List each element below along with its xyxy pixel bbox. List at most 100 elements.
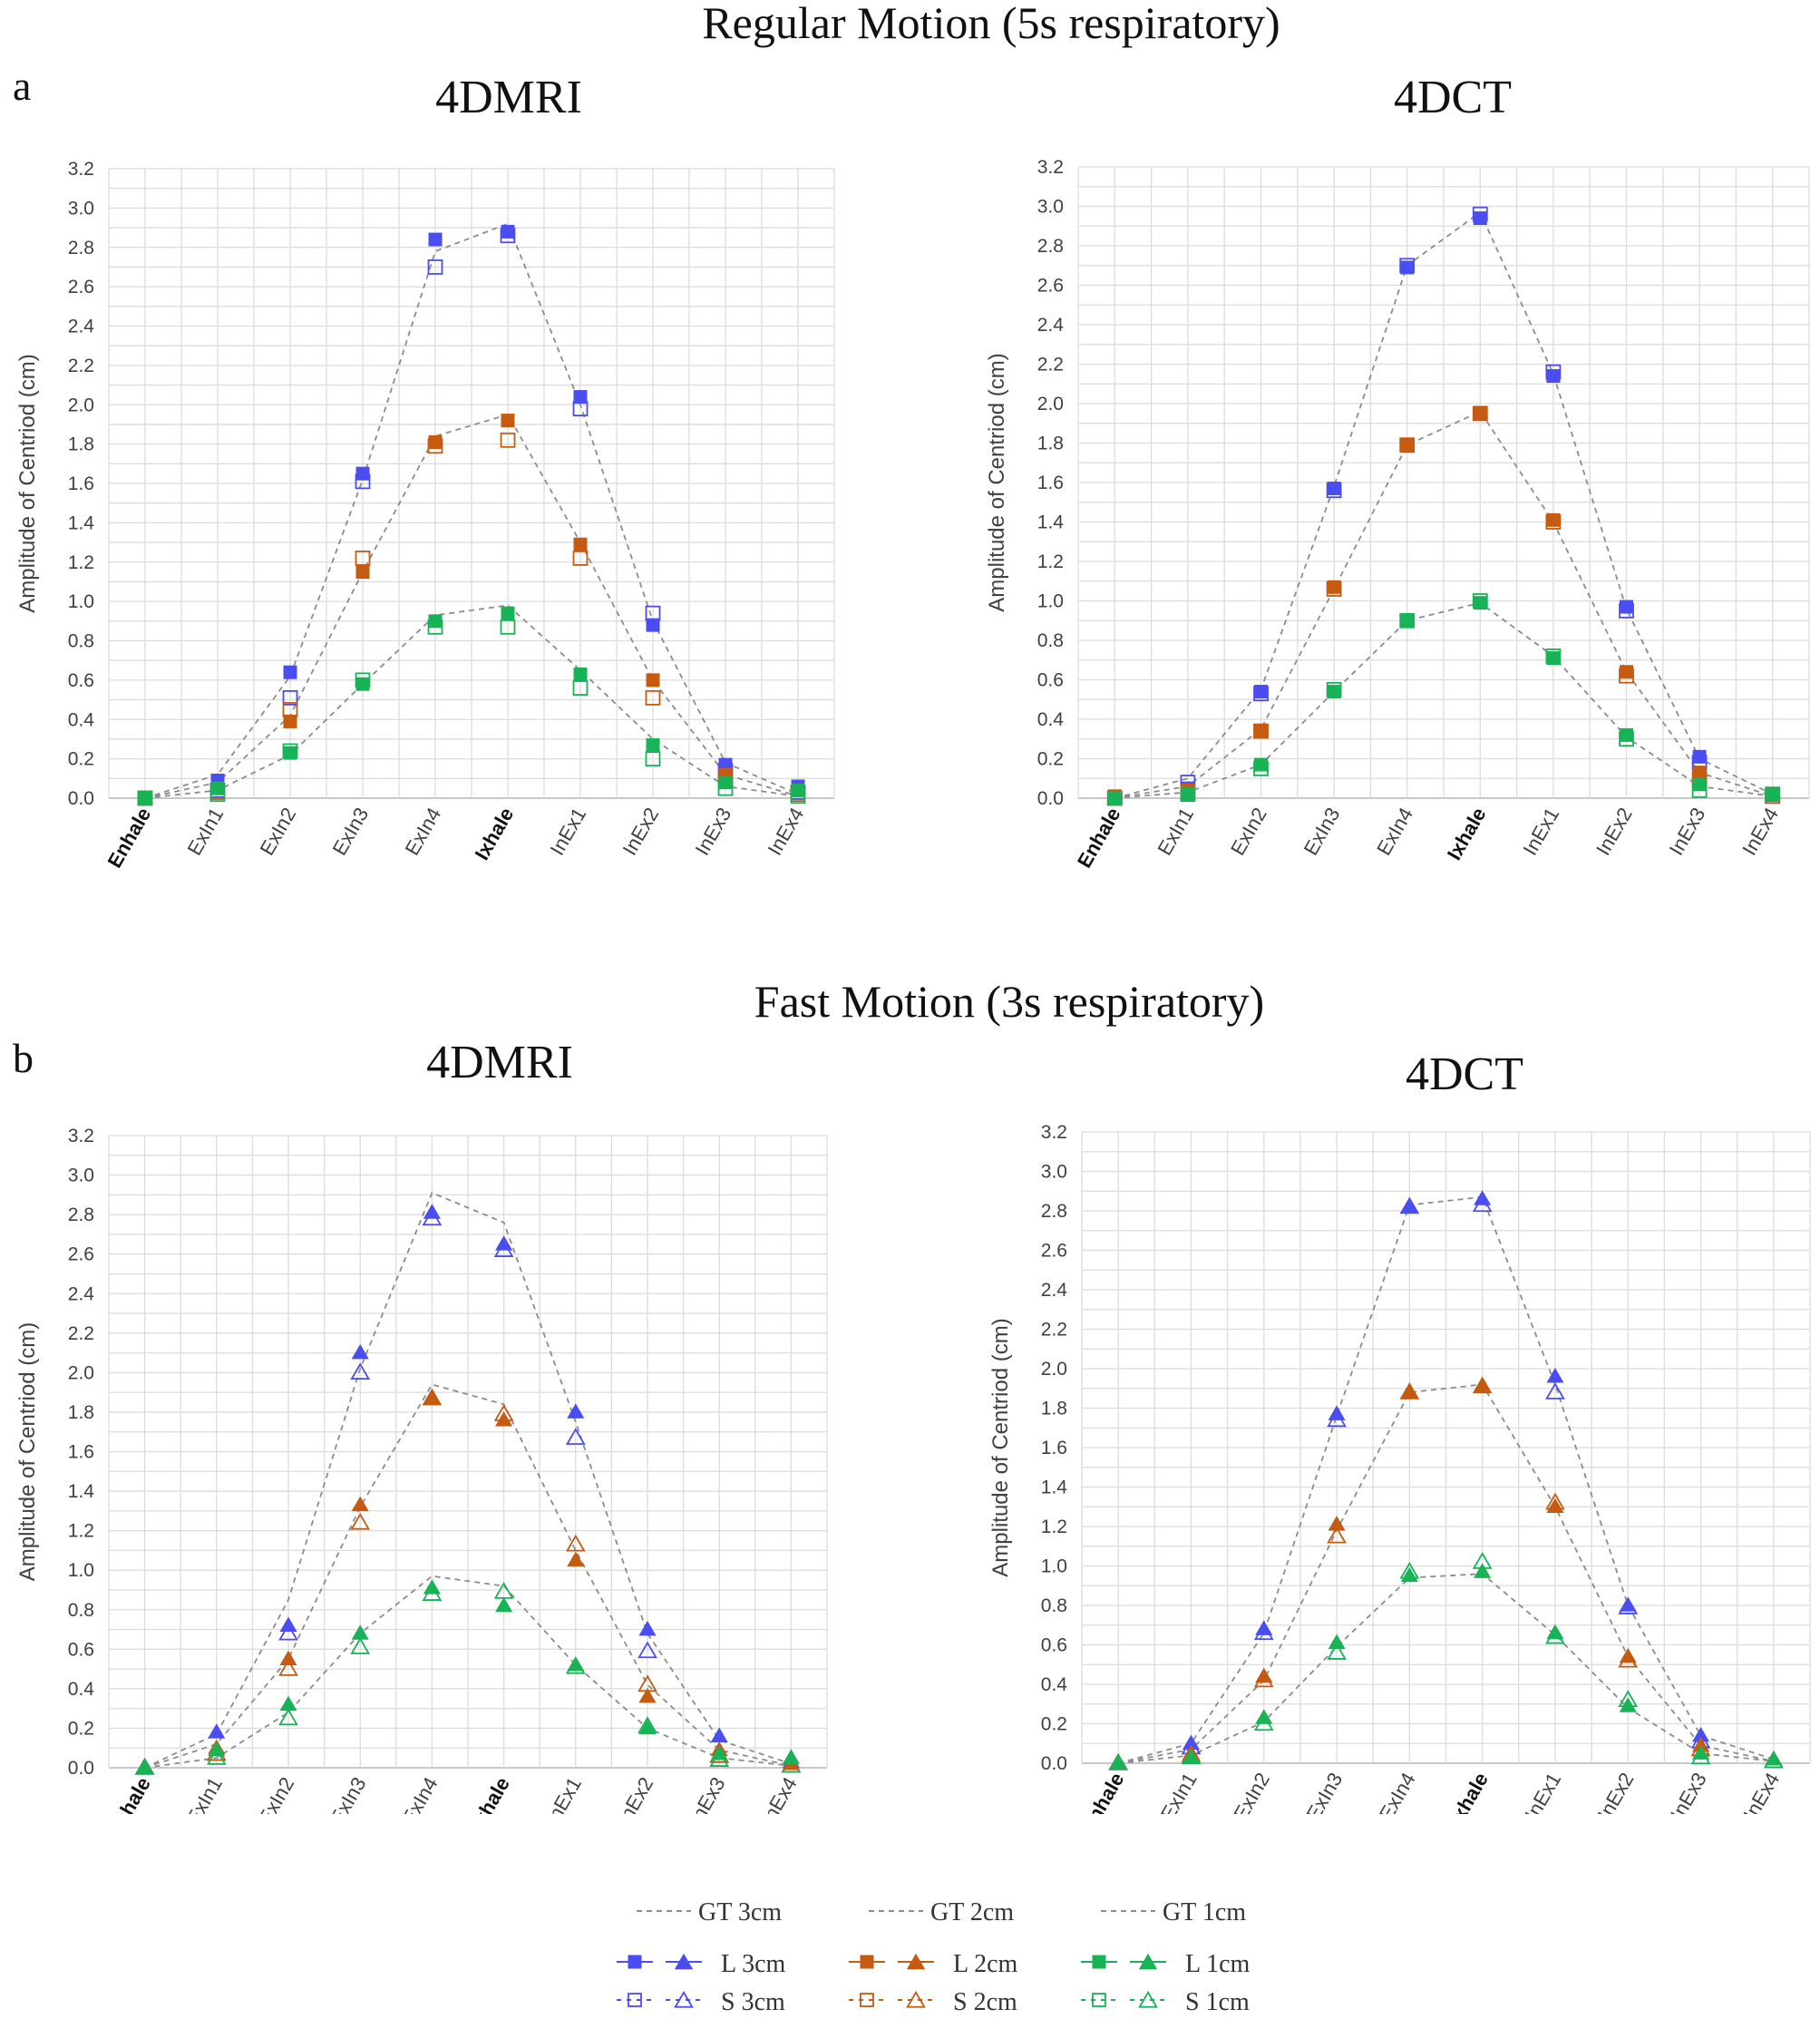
fast_ct-ytick-label: 1.6: [1041, 1438, 1067, 1458]
fast_mri-point-l-3cm-exin2: [279, 1616, 297, 1632]
reg_ct-ytick-label: 0.6: [1037, 670, 1064, 691]
fast_mri-xtick-label-exin2: ExIn2: [254, 1773, 299, 1814]
reg_mri-grid: [108, 168, 835, 799]
reg_mri-xtick-label-enhale: Enhale: [103, 804, 156, 872]
reg_mri-ytick-label: 3.0: [68, 198, 94, 219]
fast_ct-point-s-1cm-exin3: [1327, 1643, 1347, 1660]
fast_mri-ytick-label: 2.0: [68, 1362, 94, 1383]
reg_ct-point-l-1cm-inex2: [1620, 727, 1633, 742]
reg_ct-point-l-3cm-exin2: [1254, 685, 1268, 699]
fast_mri-point-l-1cm-inex1: [567, 1656, 585, 1672]
fast_mri-xtick-label-exin4: ExIn4: [397, 1773, 443, 1814]
reg_ct-ytick-label: 2.4: [1037, 315, 1065, 336]
reg_mri-ytick-label: 2.2: [68, 356, 94, 376]
reg_ct-xtick-label-exin3: ExIn3: [1299, 804, 1345, 859]
chart-title-reg-mri: 4DMRI: [435, 72, 582, 123]
fast_ct-point-l-1cm-enhale: [1109, 1754, 1127, 1770]
reg_ct-ytick-label: 2.8: [1037, 236, 1064, 257]
legend-l-1cm-triangle: [1138, 1953, 1158, 1970]
reg_ct-point-l-2cm-inex1: [1546, 512, 1561, 527]
fast_mri-point-s-3cm-inex2: [637, 1641, 657, 1659]
legend-s-2cm-square: [860, 1993, 874, 2007]
reg_ct-ytick-label: 0.0: [1037, 788, 1064, 809]
reg_ct-ytick-label: 2.6: [1037, 276, 1064, 297]
reg_mri-ylabel: Amplitude of Centriod (cm): [15, 354, 40, 612]
reg_ct-point-l-1cm-exin4: [1400, 613, 1415, 628]
fast_mri-xtick-label-inex1: InEx1: [540, 1773, 586, 1814]
reg_mri-xtick-label-inex4: InEx4: [764, 804, 809, 859]
fast_mri-point-l-1cm-exin4: [423, 1579, 441, 1595]
reg_mri-xtick-label-exin4: ExIn4: [401, 804, 446, 859]
reg_ct-line-gt-1cm: [1114, 601, 1773, 799]
reg_mri-xtick-label-inex2: InEx2: [618, 804, 664, 859]
fast_mri-point-l-3cm-inex2: [638, 1620, 657, 1636]
reg_ct-point-l-2cm-inex3: [1692, 766, 1707, 780]
reg_mri-point-l-1cm-exin2: [283, 746, 297, 760]
reg_ct-point-l-3cm-exin3: [1327, 482, 1341, 496]
reg_mri-xtick-label-exin2: ExIn2: [256, 804, 301, 859]
reg_ct-line-gt-3cm: [1114, 210, 1774, 799]
fast_ct-point-l-1cm-exin3: [1328, 1634, 1346, 1650]
fast_ct-point-l-1cm-exin2: [1255, 1709, 1273, 1724]
reg_ct-xtick-label-inex3: InEx3: [1665, 804, 1710, 859]
fast_mri-point-l-1cm-exin1: [208, 1741, 226, 1757]
legend-s-1cm-label: S 1cm: [1185, 1988, 1250, 2016]
fast_ct-xtick-label-exin2: ExIn2: [1229, 1769, 1274, 1814]
fast_mri-ytick-label: 0.8: [68, 1600, 94, 1621]
reg_mri-line-gt-3cm: [144, 222, 799, 799]
chart-fast-mri: 0.0 0.2 0.4 0.6 0.8 1.0 1.2 1.4 1.6 1.8 2.0 2.2 2.4 2…: [15, 1126, 828, 1814]
fast_mri-ylabel: Amplitude of Centriod (cm): [15, 1322, 40, 1581]
reg_mri-ytick-label: 0.6: [68, 670, 94, 691]
reg_ct-ytick-label: 2.0: [1037, 394, 1064, 415]
fast_mri-xtick-label-enhale: Enhale: [102, 1773, 155, 1814]
reg_ct-xtick-label-inex4: InEx4: [1737, 804, 1783, 859]
fast_mri-ytick-label: 2.6: [68, 1244, 94, 1265]
fast_mri-point-s-2cm-exin3: [350, 1512, 371, 1530]
fast_mri-ytick-label: 2.8: [68, 1205, 94, 1225]
legend-l-2cm-square: [860, 1955, 874, 1969]
reg_ct-point-l-2cm-exin4: [1400, 438, 1415, 453]
reg_mri-point-s-2cm-inex1: [572, 551, 589, 566]
reg_mri-point-l-1cm-exin1: [210, 781, 225, 795]
reg_mri-line-gt-1cm: [144, 604, 799, 799]
fast_ct-ytick-label: 0.4: [1041, 1674, 1068, 1695]
fast_ct-ytick-label: 0.0: [1041, 1753, 1067, 1774]
reg_ct-point-l-3cm-inex3: [1692, 749, 1707, 764]
reg_ct-point-l-2cm-ixhale: [1473, 406, 1487, 421]
reg_mri-ytick-label: 1.2: [68, 552, 94, 573]
fast_ct-ytick-label: 1.0: [1041, 1556, 1067, 1577]
reg_mri-point-l-3cm-inex1: [573, 390, 588, 405]
fast_mri-point-l-1cm-exin2: [279, 1695, 297, 1712]
fast_ct-point-l-1cm-exin4: [1400, 1566, 1418, 1583]
fast_ct-xtick-label-inex2: InEx2: [1593, 1769, 1639, 1814]
fast_mri-point-s-1cm-exin2: [278, 1708, 298, 1726]
legend-l-1cm-label: L 1cm: [1185, 1950, 1250, 1978]
fast_ct-series-l-1cm: [1109, 1563, 1783, 1770]
legend: GT 3cm GT 2cm GT 1cm L 3cm L 2cm L 1cm S…: [617, 1898, 1250, 2016]
fast_ct-point-l-3cm-inex1: [1546, 1368, 1564, 1383]
reg_mri-xtick-label-inex1: InEx1: [546, 804, 591, 859]
fast_mri-point-s-3cm-inex1: [565, 1428, 586, 1445]
legend-s-3cm-label: S 3cm: [721, 1988, 785, 2016]
fast_ct-point-l-1cm-inex1: [1546, 1624, 1564, 1640]
fast_ct-grid: [1081, 1131, 1811, 1764]
fast_mri-xtick-label-inex2: InEx2: [613, 1773, 658, 1814]
reg_ct-ytick-label: 1.8: [1037, 434, 1064, 454]
reg_ct-point-l-1cm-inex4: [1766, 787, 1780, 802]
fast_ct-xtick-label-ixhale: Ixhale: [1445, 1769, 1493, 1814]
chart-fast-ct: 0.0 0.2 0.4 0.6 0.8 1.0 1.2 1.4 1.6 1.8 2.0 2.2 2.4 2…: [988, 1122, 1811, 1814]
reg_mri-point-s-2cm-inex2: [645, 689, 661, 706]
reg_ct-ytick-label: 0.8: [1037, 630, 1064, 651]
fast_ct-ytick-label: 3.2: [1041, 1122, 1067, 1143]
fast_ct-ytick-label: 2.4: [1041, 1280, 1068, 1301]
reg_mri-point-s-2cm-exin3: [355, 551, 371, 566]
reg_ct-point-l-1cm-inex1: [1546, 651, 1561, 666]
reg_mri-ytick-label: 1.0: [68, 591, 94, 612]
fast_ct-line-gt-2cm: [1117, 1383, 1775, 1764]
panel-letter-b: b: [13, 1035, 34, 1081]
fast_mri-point-l-1cm-exin3: [351, 1624, 369, 1640]
fast_mri-point-s-1cm-exin3: [350, 1637, 371, 1654]
reg_mri-point-s-1cm-inex2: [645, 751, 661, 767]
reg_ct-point-l-1cm-inex3: [1692, 777, 1707, 792]
reg_mri-point-l-2cm-exin4: [428, 434, 443, 449]
